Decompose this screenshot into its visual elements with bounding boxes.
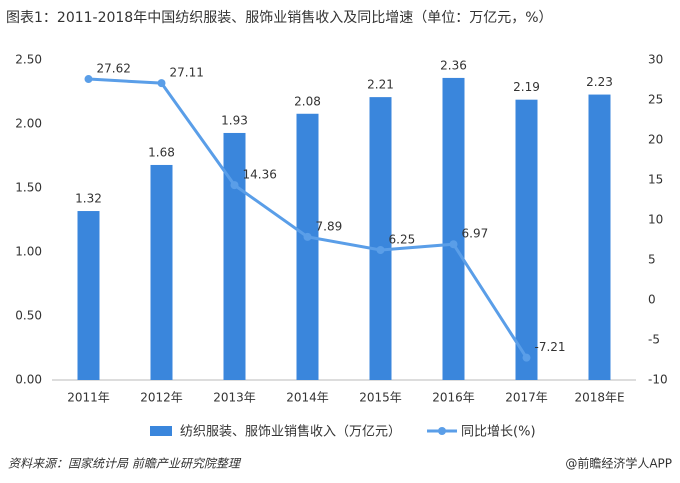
legend-swatch: [150, 426, 172, 436]
legend-swatch: [438, 427, 447, 435]
y2-tick-label: -10: [648, 373, 668, 387]
x-tick-label: 2011年: [67, 391, 110, 405]
line-label: 7.89: [316, 219, 343, 233]
y-tick-label: 2.00: [15, 117, 42, 131]
source: 资料来源：国家统计局 前瞻产业研究院整理: [8, 457, 242, 471]
line-label: 27.62: [97, 62, 131, 76]
line-point: [84, 75, 93, 84]
chart-title: 图表1：2011-2018年中国纺织服装、服饰业销售收入及同比增速（单位：万亿元…: [6, 10, 553, 26]
line-label: -7.21: [535, 340, 566, 354]
x-tick-label: 2015年: [359, 391, 402, 405]
y2-tick-label: 10: [648, 213, 663, 227]
bar-label: 1.32: [75, 192, 102, 206]
bar: [77, 211, 100, 380]
line-label: 14.36: [243, 168, 277, 182]
y-tick-label: 1.00: [15, 245, 42, 259]
line-point: [449, 240, 458, 249]
line-point: [230, 181, 239, 190]
bar-label: 1.68: [148, 145, 175, 159]
line-label: 6.25: [389, 233, 416, 247]
bar: [223, 132, 246, 380]
line-label: 27.11: [170, 66, 204, 80]
x-tick-label: 2014年: [286, 391, 329, 405]
bar: [296, 113, 319, 380]
y-tick-label: 0.50: [15, 309, 42, 323]
x-tick-label: 2012年: [140, 391, 183, 405]
y2-tick-label: 0: [648, 293, 656, 307]
x-tick-label: 2018年E: [574, 391, 624, 405]
bar-label: 1.93: [221, 113, 248, 127]
footer: @前瞻经济学人APP: [565, 456, 672, 471]
line-point: [522, 353, 531, 362]
y2-tick-label: 25: [648, 93, 663, 107]
bar: [369, 97, 392, 381]
y-tick-label: 1.50: [15, 181, 42, 195]
line-point: [376, 246, 385, 254]
x-tick-label: 2013年: [213, 391, 256, 405]
bar: [515, 99, 538, 381]
y-tick-label: 0.00: [15, 373, 42, 387]
line-point: [303, 232, 312, 241]
x-tick-label: 2016年: [432, 391, 475, 405]
bar-label: 2.19: [513, 80, 540, 94]
bar-label: 2.23: [586, 75, 613, 89]
bar-label: 2.36: [440, 58, 467, 72]
bar: [588, 94, 611, 380]
line-label: 6.97: [462, 227, 489, 241]
legend-label: 纺织服装、服饰业销售收入（万亿元）: [180, 424, 401, 440]
bar-label: 2.21: [367, 78, 394, 92]
bar-label: 2.08: [294, 94, 321, 108]
legend-label: 同比增长(%): [461, 425, 536, 440]
bar: [442, 77, 465, 381]
y-tick-label: 2.50: [15, 53, 42, 67]
y2-tick-label: 30: [648, 53, 663, 67]
bar: [150, 164, 173, 380]
y2-tick-label: -5: [648, 333, 660, 347]
line-point: [157, 79, 166, 88]
y2-tick-label: 5: [648, 253, 656, 267]
y2-tick-label: 15: [648, 173, 663, 187]
y2-tick-label: 20: [648, 133, 663, 147]
x-tick-label: 2017年: [505, 391, 548, 405]
